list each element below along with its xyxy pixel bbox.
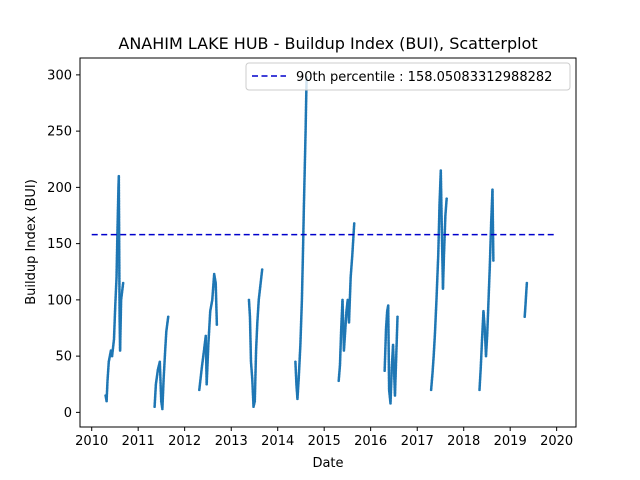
data-point [166, 315, 170, 319]
x-axis-label: Date [312, 456, 343, 471]
points-layer [104, 75, 529, 411]
x-tick-label: 2020 [540, 434, 573, 449]
data-point [396, 315, 399, 319]
axes-frame [79, 57, 577, 428]
y-axis-ticks: 0 50 100 150 200 250 300 [47, 68, 80, 421]
legend-box [245, 62, 571, 91]
y-tick-label: 0 [64, 406, 72, 421]
x-tick-label: 2010 [75, 434, 108, 449]
x-axis-ticks: 2010 2011 2012 2013 2014 2015 2016 2017 2018 2019… [75, 427, 573, 449]
y-axis-label: Buildup Index (BUI) [24, 179, 39, 305]
x-tick-label: 2014 [261, 434, 294, 449]
data-point [121, 281, 125, 285]
x-tick-label: 2015 [308, 434, 341, 449]
x-tick-label: 2012 [168, 434, 201, 449]
y-tick-label: 100 [47, 293, 72, 308]
chart-title: ANAHIM LAKE HUB - Buildup Index (BUI), S… [118, 34, 537, 53]
data-point [525, 281, 529, 285]
y-tick-label: 250 [47, 125, 72, 140]
legend-label: 90th percentile : 158.05083312988282 [296, 70, 552, 85]
data-point [445, 197, 448, 200]
data-point [492, 259, 495, 262]
x-tick-label: 2011 [122, 434, 155, 449]
data-point [260, 268, 264, 271]
y-tick-label: 300 [47, 68, 72, 83]
y-tick-label: 50 [55, 350, 72, 365]
data-point [215, 323, 219, 326]
legend: 90th percentile : 158.05083312988282 [245, 62, 571, 91]
x-tick-label: 2017 [401, 434, 434, 449]
data-point [352, 222, 356, 225]
x-tick-label: 2018 [447, 434, 480, 449]
y-tick-label: 150 [47, 237, 72, 252]
x-tick-label: 2013 [215, 434, 248, 449]
y-tick-label: 200 [47, 181, 72, 196]
x-tick-label: 2016 [354, 434, 387, 449]
x-tick-label: 2019 [494, 434, 527, 449]
